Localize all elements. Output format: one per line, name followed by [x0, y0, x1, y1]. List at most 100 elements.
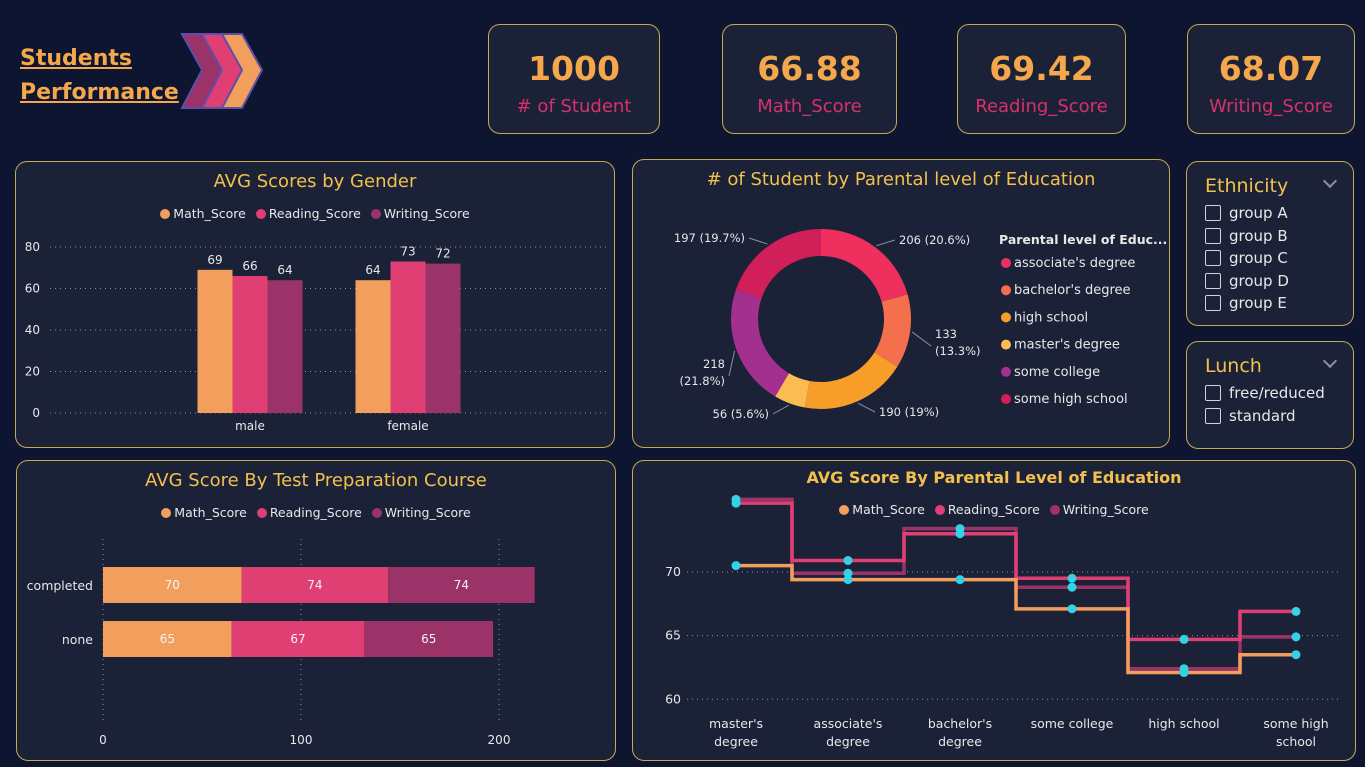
x-tick-label: some high school: [1263, 716, 1328, 749]
legend-item-math[interactable]: Math_Score: [161, 505, 247, 520]
legend-item-writing[interactable]: Writing_Score: [371, 505, 471, 520]
checkbox[interactable]: [1205, 295, 1221, 311]
bar-writing_score: [267, 280, 303, 413]
legend-item-reading[interactable]: Reading_Score: [256, 505, 362, 520]
legend-label: bachelor's degree: [1014, 283, 1131, 298]
x-tick-label: master's degree: [709, 716, 763, 749]
kpi-card-math: 66.88 Math_Score: [722, 24, 897, 134]
data-point: [1291, 650, 1301, 660]
chart-title: AVG Scores by Gender: [213, 171, 417, 192]
legend-label: high school: [1014, 310, 1088, 325]
donut-slice: [821, 229, 908, 302]
ethnicity-slicer[interactable]: Ethnicity group A group B group C group …: [1186, 161, 1354, 326]
checkbox[interactable]: [1205, 408, 1221, 424]
parental-donut-panel[interactable]: # of Student by Parental level of Educat…: [632, 159, 1170, 448]
slicer-option-free-reduced[interactable]: free/reduced: [1205, 384, 1325, 402]
legend-dot: [1001, 394, 1011, 404]
slicer-option-group-e[interactable]: group E: [1205, 294, 1287, 312]
chevron-arrows-icon: [180, 33, 264, 109]
donut-slice: [735, 229, 821, 299]
checkbox[interactable]: [1205, 205, 1221, 221]
data-label: 72: [435, 247, 450, 261]
bar-segment-math_score: [103, 621, 232, 657]
x-tick-label: 100: [290, 733, 313, 747]
chart-legend: Math_Score Reading_Score Writing_Score: [16, 206, 614, 221]
x-tick-label: male: [235, 419, 265, 433]
parental-step-line-chart: 60 65 70 master's degree associate's degree bac…: [665, 494, 1339, 749]
leader-line: [876, 239, 896, 247]
legend-item-math[interactable]: Math_Score: [839, 502, 925, 517]
slicer-option-group-a[interactable]: group A: [1205, 204, 1288, 222]
legend-dot: [1001, 285, 1011, 296]
x-tick-label: some college: [1031, 716, 1114, 731]
data-point: [955, 575, 965, 585]
bar-segment-writing_score: [364, 621, 494, 657]
checkbox[interactable]: [1205, 273, 1221, 289]
series-line-math_score: [736, 563, 1296, 675]
x-tick-label: associate's degree: [814, 716, 883, 749]
donut-slice: [874, 294, 911, 367]
data-point: [1179, 664, 1189, 674]
data-label: 74: [454, 578, 469, 592]
slicer-option-group-b[interactable]: group B: [1205, 227, 1288, 245]
legend-title: Parental level of Educ...: [999, 232, 1167, 247]
parental-line-panel[interactable]: AVG Score By Parental Level of Education…: [632, 460, 1356, 761]
test-prep-chart-panel[interactable]: AVG Score By Test Preparation Course Mat…: [16, 460, 616, 761]
kpi-label: # of Student: [516, 96, 632, 117]
y-tick-label: 65: [665, 628, 681, 643]
legend-item-writing[interactable]: Writing_Score: [370, 206, 470, 221]
gender-chart-panel[interactable]: AVG Scores by Gender Math_Score Reading_…: [15, 161, 615, 448]
title-line-2: Performance: [20, 80, 179, 105]
series-line-reading_score: [736, 501, 1296, 642]
y-tick-label: completed: [27, 578, 93, 593]
parental-donut-chart: 206 (20.6%) 133 (13.3%) 190 (19%) 56 (5.6%) 2…: [674, 229, 1167, 421]
legend-item-writing[interactable]: Writing_Score: [1049, 502, 1149, 517]
checkbox[interactable]: [1205, 228, 1221, 244]
bar-writing_score: [425, 263, 461, 413]
y-tick-label: 60: [665, 691, 681, 706]
data-point: [843, 568, 853, 578]
legend-label: associate's degree: [1014, 256, 1135, 271]
chevron-down-icon[interactable]: [1322, 353, 1338, 369]
kpi-card-writing: 68.07 Writing_Score: [1187, 24, 1355, 134]
checkbox[interactable]: [1205, 385, 1221, 401]
legend-item-math[interactable]: Math_Score: [160, 206, 246, 221]
data-label: 218 (21.8%): [679, 357, 725, 388]
data-label: 66: [242, 259, 257, 273]
slicer-option-group-c[interactable]: group C: [1205, 249, 1288, 267]
bar-segment-math_score: [103, 567, 242, 603]
slicer-option-group-d[interactable]: group D: [1205, 272, 1289, 290]
legend-label: some college: [1014, 365, 1100, 380]
kpi-value: 66.88: [757, 49, 862, 88]
data-label: 64: [277, 263, 292, 277]
test-prep-bar-chart: 0 100 200 completed 70 74 74 none 65 67 65: [27, 539, 535, 747]
chart-legend: Math_Score Reading_Score Writing_Score: [17, 505, 615, 520]
data-point: [1067, 573, 1077, 583]
slicer-option-standard[interactable]: standard: [1205, 407, 1296, 425]
kpi-value: 1000: [528, 49, 620, 88]
data-point: [731, 494, 741, 504]
donut-slice: [775, 373, 810, 408]
kpi-value: 69.42: [989, 49, 1094, 88]
bar-segment-reading_score: [241, 567, 389, 603]
data-label: 64: [365, 263, 380, 277]
lunch-slicer[interactable]: Lunch free/reduced standard: [1186, 341, 1354, 449]
donut-slice: [731, 289, 789, 397]
bar-segment-writing_score: [388, 567, 535, 603]
data-label: 74: [307, 578, 322, 592]
data-label: 69: [207, 253, 222, 267]
donut-slice: [804, 352, 898, 409]
x-tick-label: high school: [1148, 716, 1219, 731]
y-tick-label: 70: [665, 564, 681, 579]
legend-item-reading[interactable]: Reading_Score: [934, 502, 1040, 517]
legend-item-reading[interactable]: Reading_Score: [255, 206, 361, 221]
bar-reading_score: [232, 276, 268, 413]
y-tick-label: 80: [25, 240, 40, 254]
kpi-card-reading: 69.42 Reading_Score: [957, 24, 1126, 134]
data-point: [843, 575, 853, 585]
data-point: [1291, 606, 1301, 616]
data-point: [1067, 604, 1077, 614]
checkbox[interactable]: [1205, 250, 1221, 266]
chevron-down-icon[interactable]: [1322, 173, 1338, 189]
dashboard-title: Students Performance: [20, 42, 179, 110]
